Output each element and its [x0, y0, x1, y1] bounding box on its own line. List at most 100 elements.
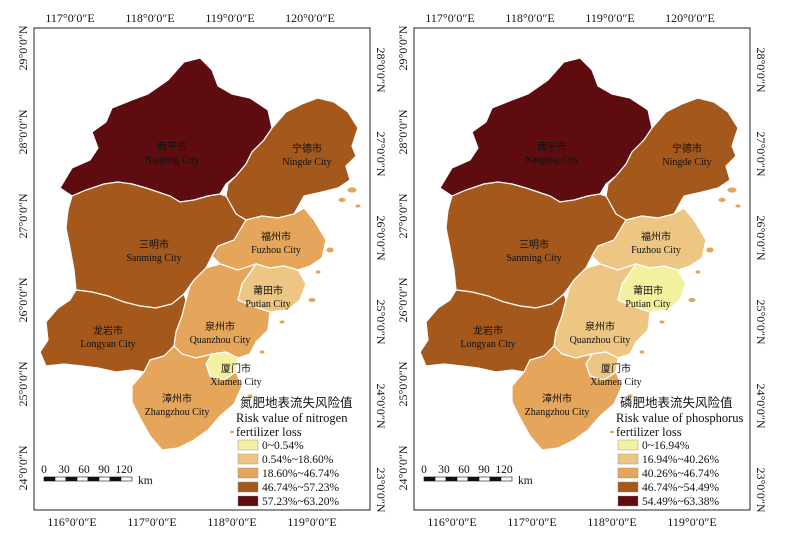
island	[307, 297, 317, 303]
map-panel-phosphorus: 南平市 Nanping City 宁德市 Ningde City 三明市 Sanming …	[396, 11, 768, 529]
legend-item-label: 18.60%~46.74%	[262, 468, 340, 480]
right-lat-label: 25°0′0″N	[754, 299, 768, 344]
city-label-en-quanzhou: Quanzhou City	[190, 335, 251, 346]
legend-title-en-2: fertilizer loss	[616, 425, 682, 439]
city-label-en-nanping: Nanping City	[525, 155, 579, 166]
island	[626, 393, 634, 399]
city-label-cn-longyan: 龙岩市	[473, 324, 503, 337]
scale-tick-label: 120	[115, 464, 133, 476]
top-lon-label: 119°0′0″E	[205, 11, 254, 25]
bottom-lon-label: 119°0′0″E	[287, 515, 336, 529]
bottom-lon-label: 118°0′0″E	[207, 515, 256, 529]
bottom-lon-label: 116°0′0″E	[47, 515, 96, 529]
scale-bar: 0 30 60 90 120 km	[41, 464, 153, 487]
city-label-cn-ningde: 宁德市	[292, 142, 322, 155]
legend-item-label: 54.49%~63.38%	[642, 496, 720, 508]
city-label-en-longyan: Longyan City	[80, 339, 135, 350]
city-label-en-longyan: Longyan City	[460, 339, 515, 350]
city-label-en-putian: Putian City	[625, 299, 670, 310]
city-label-cn-xiamen: 厦门市	[601, 362, 631, 375]
city-label-en-zhangzhou: Zhangzhou City	[145, 407, 210, 418]
left-lat-label: 27°0′0″N	[16, 193, 30, 238]
legend-swatch	[237, 467, 259, 479]
scale-tick-label: 0	[421, 464, 427, 476]
right-lat-label: 25°0′0″N	[374, 299, 388, 344]
legend-title-en: Risk value of phosphorus	[616, 411, 744, 425]
left-lat-label: 24°0′0″N	[396, 445, 410, 490]
island	[726, 186, 738, 194]
bottom-lon-label: 117°0′0″E	[127, 515, 176, 529]
city-label-cn-sanming: 三明市	[519, 238, 549, 251]
legend-swatch	[237, 439, 259, 451]
city-label-en-sanming: Sanming City	[506, 253, 561, 264]
city-label-cn-fuzhou: 福州市	[641, 230, 671, 243]
bottom-lon-label: 118°0′0″E	[587, 515, 636, 529]
right-lat-label: 28°0′0″N	[754, 47, 768, 92]
right-lat-label: 24°0′0″N	[374, 383, 388, 428]
island	[638, 349, 646, 355]
island	[278, 319, 286, 325]
bottom-lon-label: 116°0′0″E	[427, 515, 476, 529]
scale-tick-label: 30	[438, 464, 450, 476]
scale-bar: 0 30 60 90 120 km	[421, 464, 533, 487]
legend-title-en-2: fertilizer loss	[236, 425, 302, 439]
legend-swatch	[617, 439, 639, 451]
island	[717, 197, 727, 203]
island	[346, 186, 358, 194]
legend-swatch	[617, 453, 639, 465]
city-label-cn-fuzhou: 福州市	[261, 230, 291, 243]
island	[687, 297, 697, 303]
top-lon-label: 119°0′0″E	[585, 11, 634, 25]
scale-tick-label: 90	[98, 464, 110, 476]
legend-item-label: 40.26%~46.74%	[642, 468, 720, 480]
island	[246, 393, 254, 399]
island	[658, 319, 666, 325]
right-lat-label: 23°0′0″N	[754, 467, 768, 512]
city-label-cn-putian: 莆田市	[633, 284, 663, 297]
city-label-cn-putian: 莆田市	[253, 284, 283, 297]
left-lat-label: 27°0′0″N	[396, 193, 410, 238]
bottom-lon-label: 119°0′0″E	[667, 515, 716, 529]
top-lon-label: 118°0′0″E	[505, 11, 554, 25]
legend-item-label: 46.74%~54.49%	[642, 482, 720, 494]
top-lon-label: 120°0′0″E	[665, 11, 715, 25]
legend-item-label: 57.23%~63.20%	[262, 496, 340, 508]
city-label-cn-nanping: 南平市	[157, 140, 187, 153]
island	[325, 246, 335, 254]
scale-tick-label: 120	[495, 464, 513, 476]
legend-title-en: Risk value of nitrogen	[236, 411, 348, 425]
city-label-cn-nanping: 南平市	[537, 140, 567, 153]
right-lat-label: 27°0′0″N	[374, 131, 388, 176]
city-label-en-fuzhou: Fuzhou City	[251, 245, 301, 256]
top-lon-label: 120°0′0″E	[285, 11, 335, 25]
island	[337, 197, 347, 203]
legend-swatch	[237, 495, 259, 507]
legend-item-label: 16.94%~40.26%	[642, 454, 720, 466]
city-label-cn-longyan: 龙岩市	[93, 324, 123, 337]
legend-swatch	[617, 467, 639, 479]
city-label-cn-zhangzhou: 漳州市	[162, 392, 192, 405]
legend-item-label: 0~0.54%	[262, 440, 304, 452]
island	[258, 349, 266, 355]
top-lon-label: 118°0′0″E	[125, 11, 174, 25]
scale-tick-label: 0	[41, 464, 47, 476]
legend-item-label: 0~16.94%	[642, 440, 690, 452]
left-lat-label: 24°0′0″N	[16, 445, 30, 490]
island	[229, 429, 235, 434]
island	[705, 246, 715, 254]
island	[354, 203, 362, 209]
right-lat-label: 23°0′0″N	[374, 467, 388, 512]
island	[314, 269, 322, 275]
city-label-cn-quanzhou: 泉州市	[585, 320, 615, 333]
scale-tick-label: 60	[458, 464, 470, 476]
city-label-cn-zhangzhou: 漳州市	[542, 392, 572, 405]
city-label-en-zhangzhou: Zhangzhou City	[525, 407, 590, 418]
city-label-en-nanping: Nanping City	[145, 155, 199, 166]
city-label-en-ningde: Ningde City	[282, 157, 331, 168]
city-label-en-putian: Putian City	[245, 299, 290, 310]
right-lat-label: 28°0′0″N	[374, 47, 388, 92]
island	[609, 429, 615, 434]
city-label-en-xiamen: Xiamen City	[590, 377, 641, 388]
top-lon-label: 117°0′0″E	[425, 11, 474, 25]
